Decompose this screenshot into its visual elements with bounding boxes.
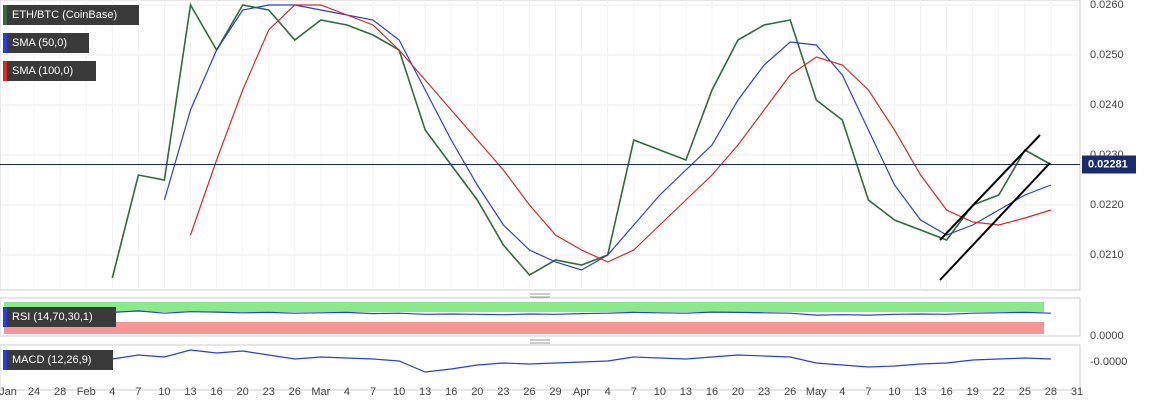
trend-channel bbox=[939, 134, 1051, 281]
x-tick-label: 20 bbox=[237, 386, 249, 398]
legend-label: ETH/BTC (CoinBase) bbox=[12, 9, 117, 21]
x-tick-label: 16 bbox=[445, 386, 457, 398]
y-tick-label: 0.0210 bbox=[1090, 249, 1124, 261]
x-tick-label: 7 bbox=[865, 386, 871, 398]
x-tick-label: 26 bbox=[784, 386, 796, 398]
x-tick-label: 28 bbox=[1045, 386, 1057, 398]
rsi-overbought-band bbox=[4, 302, 1044, 312]
x-tick-label: 23 bbox=[758, 386, 770, 398]
x-tick-label: 20 bbox=[732, 386, 744, 398]
x-tick-label: 24 bbox=[28, 386, 40, 398]
series-line bbox=[111, 2, 1052, 279]
rsi-oversold-band bbox=[4, 322, 1044, 334]
x-tick-label: 19 bbox=[967, 386, 979, 398]
x-tick-label: 4 bbox=[605, 386, 611, 398]
x-tick-label: 10 bbox=[393, 386, 405, 398]
x-tick-label: May bbox=[806, 386, 827, 398]
x-tick-label: 7 bbox=[370, 386, 376, 398]
x-tick-label: 7 bbox=[135, 386, 141, 398]
x-tick-label: 23 bbox=[263, 386, 275, 398]
x-tick-label: 20 bbox=[471, 386, 483, 398]
y-tick-label: 0.0220 bbox=[1090, 199, 1124, 211]
legend-label: RSI (14,70,30,1) bbox=[12, 311, 93, 323]
x-tick-label: 25 bbox=[1019, 386, 1031, 398]
series-line bbox=[189, 4, 1052, 263]
x-tick-label: 10 bbox=[158, 386, 170, 398]
x-tick-label: 4 bbox=[109, 386, 115, 398]
x-tick-label: Mar bbox=[311, 386, 330, 398]
y-tick-label: 0.0000 bbox=[1090, 330, 1124, 342]
x-tick-label: 23 bbox=[497, 386, 509, 398]
current-price-box bbox=[1082, 155, 1136, 174]
current-price-label: 0.02281 bbox=[1088, 158, 1128, 170]
legend-label: SMA (50,0) bbox=[12, 37, 67, 49]
x-tick-label: 28 bbox=[54, 386, 66, 398]
y-tick-label: 0.0260 bbox=[1090, 0, 1124, 11]
x-tick-label: 7 bbox=[631, 386, 637, 398]
x-tick-label: 13 bbox=[419, 386, 431, 398]
series-line bbox=[112, 349, 1051, 373]
series-line bbox=[163, 4, 1052, 271]
y-tick-label: -0.0000 bbox=[1090, 356, 1127, 368]
x-tick-label: 16 bbox=[706, 386, 718, 398]
x-tick-label: 13 bbox=[184, 386, 196, 398]
x-tick-label: Jan bbox=[0, 386, 17, 398]
x-tick-label: 4 bbox=[344, 386, 350, 398]
legend-label: SMA (100,0) bbox=[12, 65, 73, 77]
legend-label: MACD (12,26,9) bbox=[12, 354, 91, 366]
x-tick-label: 4 bbox=[839, 386, 845, 398]
x-tick-label: 10 bbox=[888, 386, 900, 398]
x-tick-label: 16 bbox=[210, 386, 222, 398]
x-tick-label: 22 bbox=[993, 386, 1005, 398]
x-tick-label: Apr bbox=[573, 386, 590, 398]
legend: ETH/BTC (CoinBase) SMA (50,0) SMA (100,0… bbox=[3, 5, 139, 370]
macd-panel bbox=[0, 344, 1081, 391]
x-tick-label: 31 bbox=[1071, 386, 1083, 398]
x-tick-label: Feb bbox=[77, 386, 96, 398]
y-tick-label: 0.0240 bbox=[1090, 99, 1124, 111]
separators bbox=[530, 293, 550, 344]
x-tick-label: 13 bbox=[914, 386, 926, 398]
x-tick-label: 26 bbox=[523, 386, 535, 398]
price-panel bbox=[0, 0, 1081, 291]
series-line bbox=[112, 310, 1051, 316]
x-tick-label: 10 bbox=[654, 386, 666, 398]
x-tick-label: 26 bbox=[289, 386, 301, 398]
y-tick-label: 0.0250 bbox=[1090, 49, 1124, 61]
x-tick-label: 29 bbox=[549, 386, 561, 398]
x-tick-label: 16 bbox=[941, 386, 953, 398]
x-tick-label: 13 bbox=[680, 386, 692, 398]
